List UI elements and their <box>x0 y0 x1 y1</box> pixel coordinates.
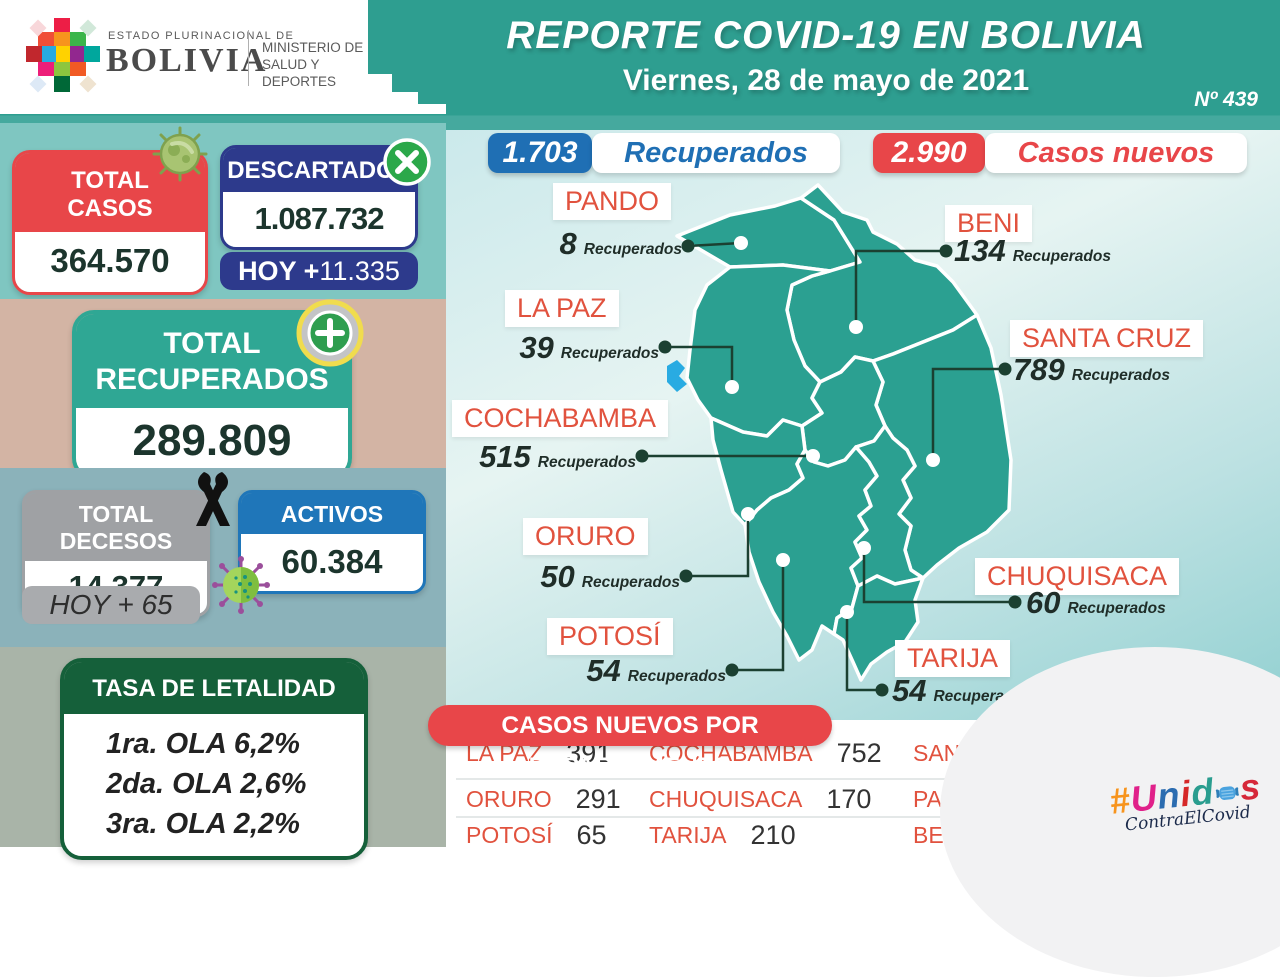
virus-icon <box>152 126 208 182</box>
section-tasa-letalidad: TASA DE LETALIDAD 1ra. OLA 6,2% 2da. OLA… <box>0 647 446 861</box>
ola-2: 2da. OLA 2,6% <box>106 768 307 801</box>
tasa-letalidad-values: 1ra. OLA 6,2% 2da. OLA 2,6% 3ra. OLA 2,2… <box>64 714 364 857</box>
bolivia-map <box>635 183 1022 697</box>
mourning-ribbon-icon <box>196 472 230 526</box>
discarded-x-icon <box>383 138 431 186</box>
map-label-beni: BENI <box>945 205 1033 242</box>
callout-origin-dots <box>635 239 1022 697</box>
report-date: Viernes, 28 de mayo de 2021 <box>622 64 1030 97</box>
table-cell: CHUQUISACA 170 <box>649 784 872 814</box>
table-cell: ORURO 291 <box>466 784 621 814</box>
map-label-oruro: ORURO <box>523 518 648 555</box>
recuperados-daily-value-badge: 1.703 <box>488 133 592 173</box>
callout-lines <box>642 241 1015 692</box>
bolivia-mosaic-logo-icon <box>26 18 100 93</box>
map-label-la-paz: LA PAZ <box>505 290 619 327</box>
ola-3: 3ra. OLA 2,2% <box>106 808 300 841</box>
tasa-letalidad-card: TASA DE LETALIDAD 1ra. OLA 6,2% 2da. OLA… <box>60 658 368 861</box>
tasa-letalidad-label: TASA DE LETALIDAD <box>64 662 364 714</box>
section-total-casos: TOTAL CASOS 364.570 DESCARTADOS 1.087.73… <box>0 123 446 299</box>
total-decesos-label: TOTAL DECESOS <box>25 493 207 561</box>
pando-recovered: 8 Recuperados <box>559 226 682 261</box>
plus-icon <box>296 299 364 367</box>
map-label-chuquisaca: CHUQUISACA <box>975 558 1180 595</box>
map-label-cochabamba: COCHABAMBA <box>452 400 669 437</box>
map-label-santa-cruz: SANTA CRUZ <box>1010 320 1204 357</box>
descartados-value: 1.087.732 <box>223 192 415 247</box>
logo-pretitle: ESTADO PLURINACIONAL DE <box>108 30 295 42</box>
unidos-wordmark: #Unid s <box>1107 765 1263 822</box>
map-area: 1.703 Recuperados 2.990 Casos nuevos <box>446 130 1280 720</box>
la-paz-recovered: 39 Recuperados <box>519 330 659 365</box>
total-recuperados-card: TOTAL RECUPERADOS 289.809 <box>72 310 352 480</box>
casos-nuevos-daily-value-badge: 2.990 <box>873 133 985 173</box>
descartados-label: DESCARTADOS <box>223 148 415 192</box>
region-marker-dots <box>725 236 940 619</box>
logo-ministry-name: MINISTERIO DE SALUD Y DEPORTES <box>262 40 364 89</box>
logo-country-name: BOLIVIA <box>106 42 268 79</box>
mask-icon <box>1215 786 1239 800</box>
oruro-recovered: 50 Recuperados <box>540 559 680 594</box>
casos-nuevos-daily-label-badge: Casos nuevos <box>985 133 1247 173</box>
table-cell: TARIJA 210 <box>649 820 796 850</box>
beni-recovered: 134 Recuperados <box>954 233 1111 268</box>
santa-cruz-recovered: 789 Recuperados <box>1013 352 1170 387</box>
report-number: Nº 439 <box>1194 88 1258 111</box>
map-label-pando: PANDO <box>553 183 672 220</box>
table-row-separator <box>456 816 1156 818</box>
total-recuperados-value: 289.809 <box>76 408 348 476</box>
activos-value: 60.384 <box>241 534 423 591</box>
unidos-contra-el-covid-logo: #Unid s ContraElCovid <box>1107 765 1264 837</box>
descartados-today-pill: HOY +11.335 <box>220 252 418 290</box>
casos-nuevos-table-title: CASOS NUEVOS POR DEPARTAMENTO <box>428 705 832 780</box>
map-label-tarija: TARIJA <box>895 640 1011 677</box>
activos-label: ACTIVOS <box>241 493 423 534</box>
table-cell: POTOSÍ 65 <box>466 820 607 850</box>
total-casos-value: 364.570 <box>15 232 205 293</box>
total-casos-card: TOTAL CASOS 364.570 <box>12 150 208 296</box>
section-total-recuperados: TOTAL RECUPERADOS 289.809 <box>0 299 446 480</box>
descartados-card: DESCARTADOS 1.087.732 <box>220 145 418 250</box>
recuperados-daily-label-badge: Recuperados <box>592 133 840 173</box>
map-panel: 1.703 Recuperados 2.990 Casos nuevos <box>428 130 1280 977</box>
map-label-potosi: POTOSÍ <box>547 618 673 655</box>
total-recuperados-label: TOTAL RECUPERADOS <box>76 314 348 408</box>
table-row-separator <box>456 778 1156 780</box>
lake-titicaca <box>667 360 687 392</box>
activos-card: ACTIVOS 60.384 <box>238 490 426 594</box>
logo-divider <box>248 30 249 86</box>
decesos-today-pill: HOY + 65 <box>22 586 200 624</box>
section-decesos-activos: TOTAL DECESOS 14.377 HOY + 65 ACTIVOS 60… <box>0 468 446 647</box>
chuquisaca-recovered: 60 Recuperados <box>1026 585 1166 620</box>
potosi-recovered: 54 Recuperados <box>586 653 726 688</box>
page-title: REPORTE COVID-19 EN BOLIVIA <box>506 14 1146 57</box>
ola-1: 1ra. OLA 6,2% <box>106 728 300 760</box>
virus-icon-2 <box>212 556 270 614</box>
cochabamba-recovered: 515 Recuperados <box>479 439 636 474</box>
